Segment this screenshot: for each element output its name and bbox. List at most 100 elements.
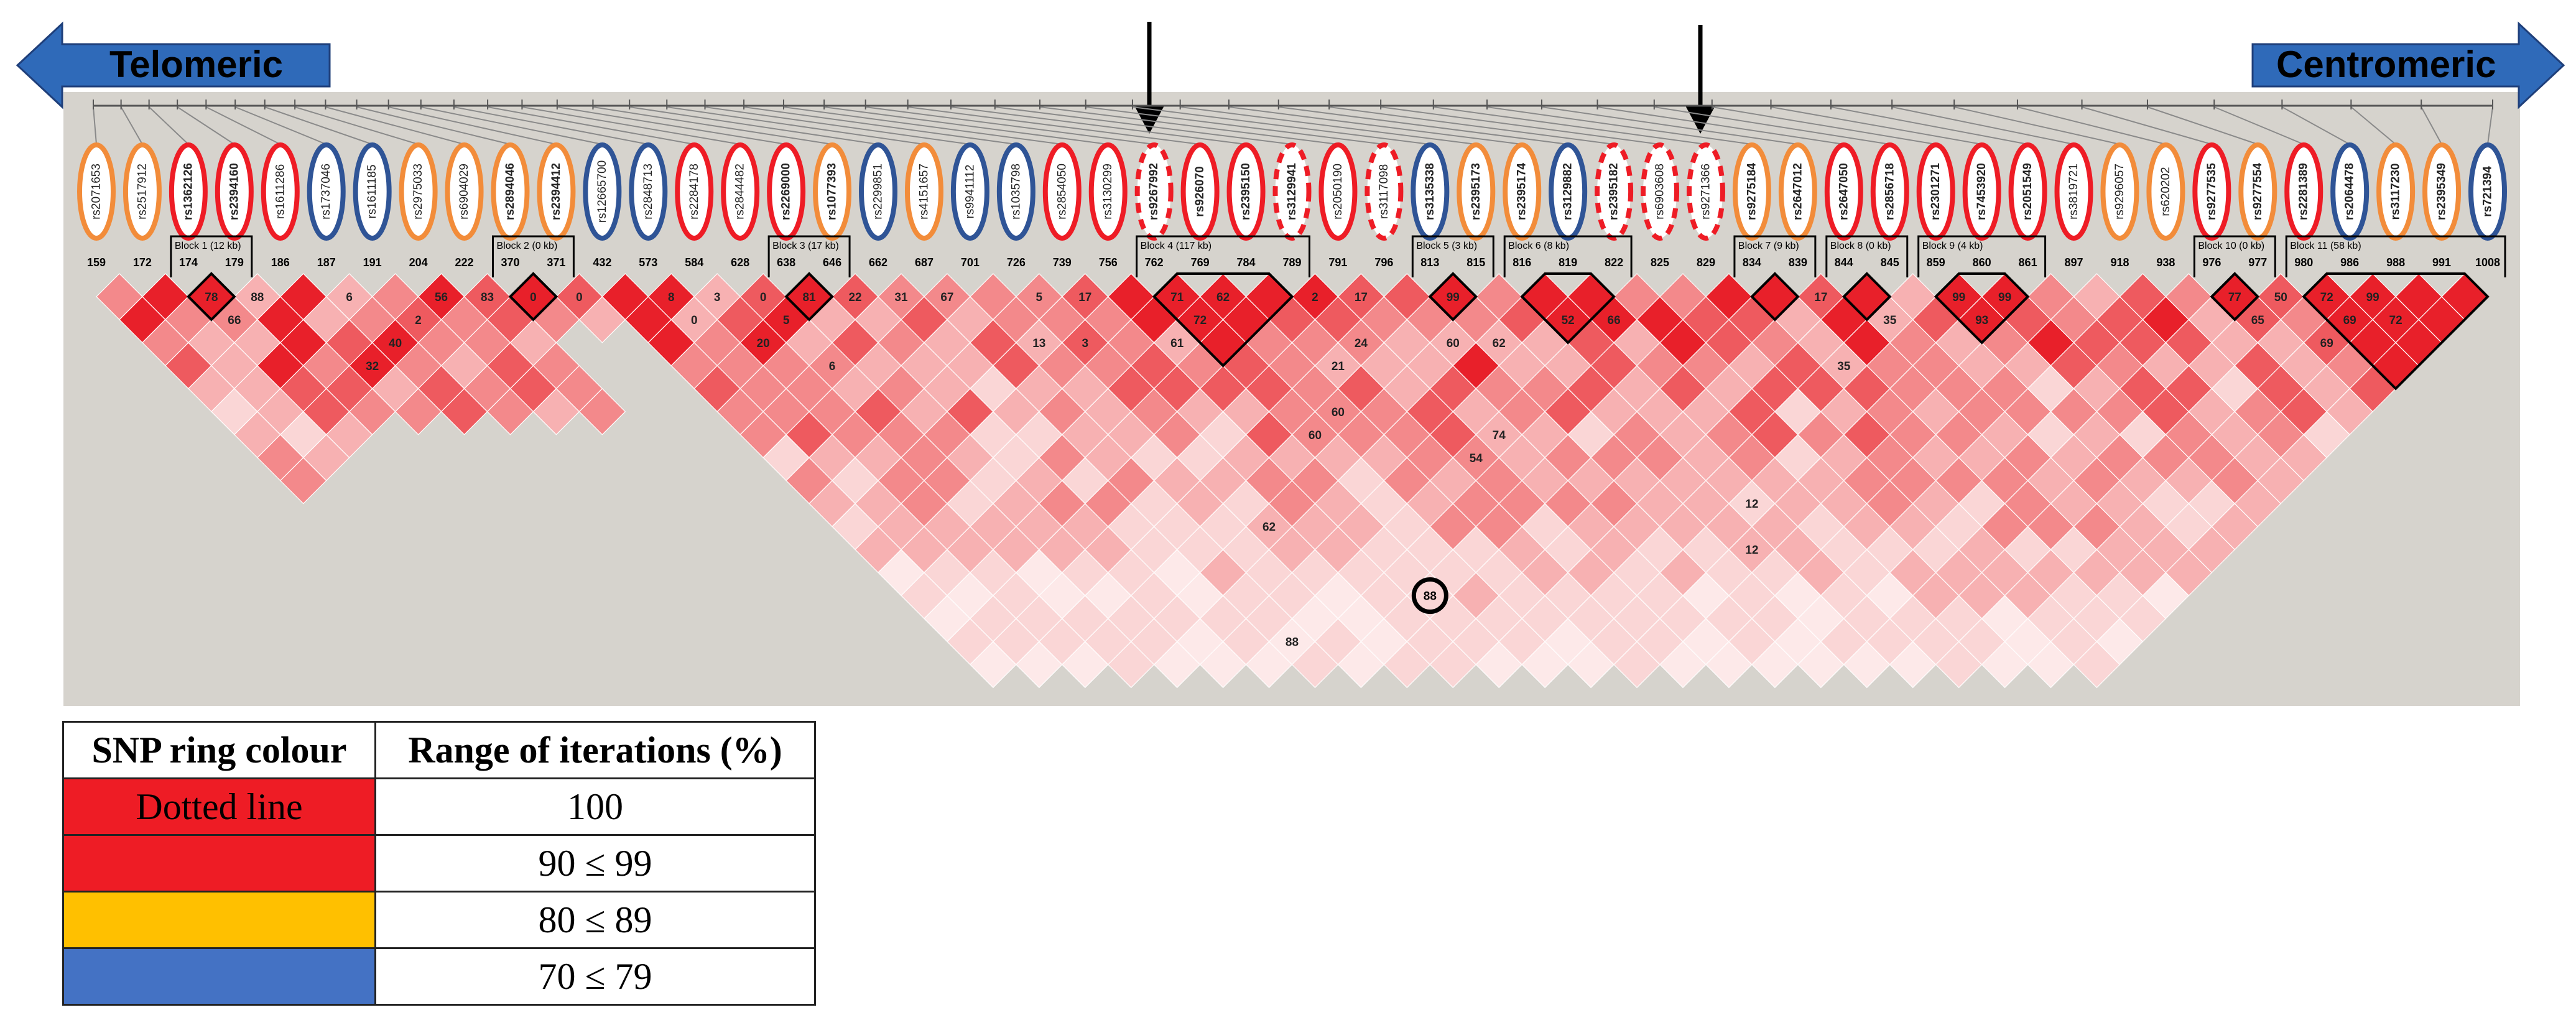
map-connector	[2281, 106, 2350, 145]
ld-block-outline	[508, 272, 558, 322]
marker-number: 628	[731, 256, 749, 269]
snp-id: rs2395349	[2435, 163, 2449, 220]
map-connector	[420, 106, 603, 145]
legend-header-row: SNP ring colour Range of iterations (%)	[62, 721, 816, 779]
snp-id: rs2395150	[1239, 163, 1253, 220]
marker-number: 726	[1007, 256, 1026, 269]
snp-id: rs2394160	[228, 163, 241, 220]
ld-block-outline	[2210, 272, 2260, 322]
block-header-box	[1825, 235, 1909, 277]
map-connector	[325, 106, 465, 145]
snp-id: rs12665700	[596, 160, 609, 223]
marker-number: 815	[1466, 256, 1485, 269]
map-connector	[2350, 106, 2396, 145]
ld-value: 88	[251, 291, 264, 304]
map-connector	[1953, 106, 2120, 145]
snp-id: rs1362126	[182, 163, 195, 220]
snp-ring	[1778, 142, 1817, 241]
legend-row: Dotted line 100	[62, 777, 816, 836]
ld-value: 17	[1814, 291, 1827, 304]
ld-block-outline	[1934, 272, 2030, 345]
snp-id: rs2050190	[1332, 164, 1345, 220]
snp-marker: rs1611286	[261, 142, 300, 241]
block-label: Block 7 (9 kb)	[1738, 241, 1799, 251]
snp-marker: rs2395174	[1503, 142, 1542, 241]
ld-value: 20	[757, 337, 770, 350]
marker-number: 819	[1559, 256, 1577, 269]
marker-number: 859	[1927, 256, 1945, 269]
snp-ring	[1503, 142, 1542, 241]
ld-value: 35	[1883, 314, 1897, 327]
ld-value: 2	[1312, 291, 1318, 304]
marker-number: 918	[2110, 256, 2129, 269]
ld-value: 54	[1470, 452, 1483, 465]
marker-number: 186	[271, 256, 290, 269]
map-connector	[1771, 106, 1982, 145]
ld-value: 62	[1493, 337, 1506, 350]
marker-number: 204	[409, 256, 428, 269]
ld-block-outline	[1152, 272, 1294, 368]
block-label: Block 9 (4 kb)	[1922, 241, 1983, 251]
snp-ring	[1318, 142, 1358, 241]
map-connector	[2487, 106, 2493, 145]
snp-ring	[950, 142, 989, 241]
snp-marker: rs2284178	[675, 142, 714, 241]
snp-ring	[2146, 142, 2185, 241]
map-connector	[2421, 106, 2442, 145]
snp-id: rs2394412	[550, 163, 563, 220]
block-label: Block 5 (3 kb)	[1416, 241, 1477, 251]
marker-number: 432	[593, 256, 611, 269]
snp-marker: rs6903608	[1641, 142, 1680, 241]
marker-number: 976	[2202, 256, 2221, 269]
map-connector	[2017, 106, 2166, 145]
ld-value: 93	[1975, 314, 1988, 327]
map-connector	[865, 106, 1154, 145]
ld-value: 17	[1078, 291, 1091, 304]
snp-id: rs1035798	[1009, 164, 1022, 220]
ld-block-outline	[784, 272, 834, 322]
map-connector	[783, 106, 1062, 145]
ld-block-outline	[1520, 272, 1616, 345]
snp-marker: rs2050190	[1318, 142, 1358, 241]
marker-number: 370	[501, 256, 519, 269]
legend-range: 100	[374, 777, 816, 836]
ld-value: 6	[829, 360, 836, 373]
snp-ring	[2238, 142, 2277, 241]
marker-number: 756	[1099, 256, 1118, 269]
snp-id: rs6904029	[458, 164, 471, 220]
marker-number: 822	[1605, 256, 1623, 269]
legend-swatch	[62, 947, 376, 1006]
snp-id: rs3130299	[1101, 164, 1114, 220]
snp-marker: rs2517912	[123, 142, 162, 241]
marker-number: 845	[1881, 256, 1899, 269]
marker-number: 839	[1789, 256, 1807, 269]
centromeric-label: Centromeric	[2276, 44, 2496, 85]
map-connector	[1891, 106, 2074, 145]
map-connector	[294, 106, 419, 145]
snp-id: rs2844482	[734, 164, 747, 220]
block-label: Block 8 (0 kb)	[1830, 241, 1891, 251]
ld-value: 52	[1562, 314, 1575, 327]
snp-id: rs2269000	[780, 163, 793, 220]
snp-ring	[1549, 142, 1588, 241]
ld-value: 3	[714, 291, 721, 304]
snp-ring	[2192, 142, 2231, 241]
map-connector	[1228, 106, 1522, 145]
snp-ring	[1180, 142, 1220, 241]
ld-value: 13	[1032, 337, 1045, 350]
ld-matrix	[96, 273, 2488, 688]
ld-value: 83	[481, 291, 494, 304]
legend-swatch: Dotted line	[62, 777, 376, 836]
marker-number: 584	[685, 256, 703, 269]
map-connector	[907, 106, 1200, 145]
snp-id: rs620202	[2159, 167, 2172, 216]
ld-value: 99	[1447, 291, 1460, 304]
marker-number: 829	[1697, 256, 1715, 269]
ld-value: 88	[1286, 636, 1299, 649]
map-connector	[264, 106, 373, 145]
snp-id: rs1611286	[274, 164, 287, 219]
snp-marker: rs9275184	[1732, 142, 1771, 241]
marker-number: 172	[133, 256, 152, 269]
ld-value: 66	[228, 314, 241, 327]
snp-marker: rs9271366	[1686, 142, 1725, 241]
